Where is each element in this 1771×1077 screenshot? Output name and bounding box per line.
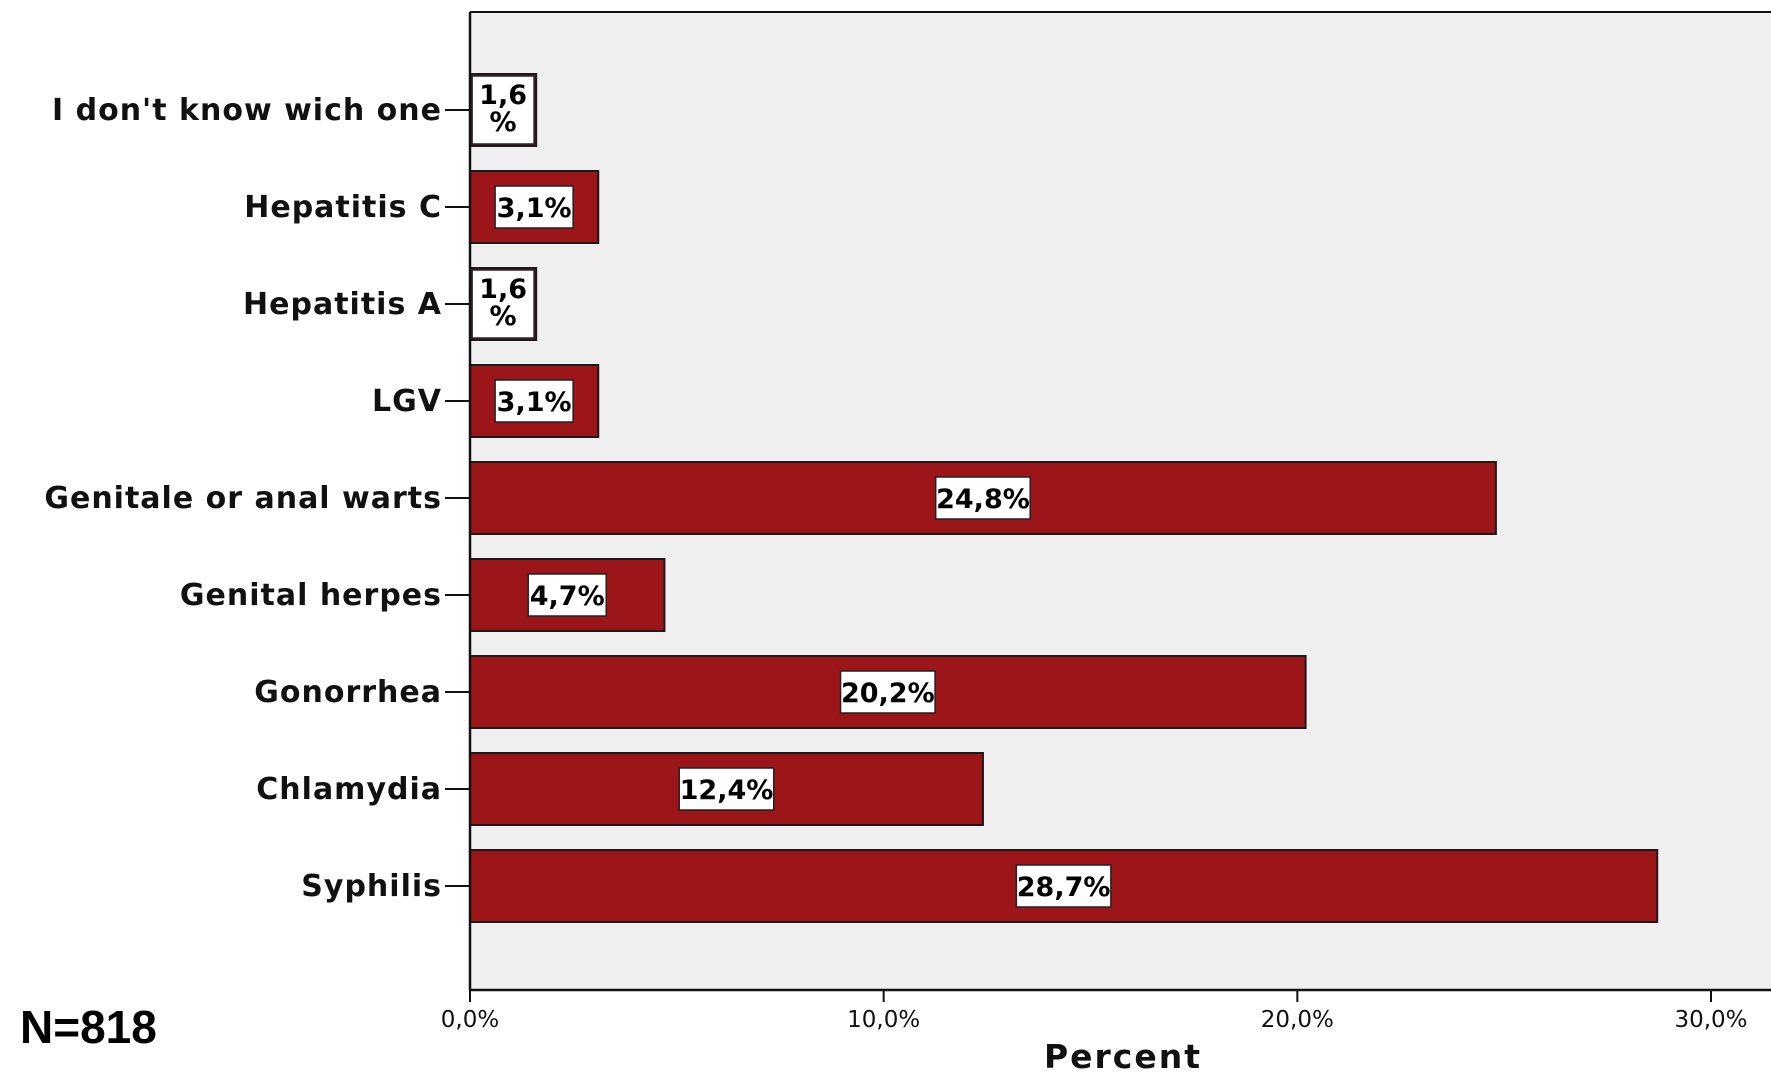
category-label: Genitale or anal warts: [44, 481, 442, 516]
data-label-box: [494, 379, 574, 423]
x-tick-label: 0,0%: [441, 1007, 499, 1033]
data-label: 1,6%: [479, 80, 527, 138]
data-label-box: [839, 670, 936, 714]
category-label: Genital herpes: [180, 578, 442, 613]
data-label-box: [527, 573, 607, 617]
data-label: 28,7%: [1017, 872, 1111, 903]
data-label-box: [471, 269, 535, 339]
bar: [469, 364, 600, 438]
data-label: 4,7%: [530, 581, 605, 612]
sample-size-note: N=818: [20, 1001, 157, 1053]
category-label: Chlamydia: [256, 772, 442, 807]
data-label-box: [1015, 864, 1112, 908]
data-label: 24,8%: [936, 484, 1030, 515]
x-axis-title: Percent: [1044, 1037, 1202, 1076]
bar: [469, 170, 600, 244]
category-label: I don't know wich one: [52, 93, 442, 128]
data-label: 1,6%: [479, 274, 527, 332]
data-label-box: [471, 75, 535, 145]
x-tick-label: 30,0%: [1674, 1007, 1747, 1033]
data-label: 3,1%: [497, 193, 572, 224]
x-tick-label: 10,0%: [847, 1007, 920, 1033]
category-label: Hepatitis C: [244, 190, 442, 225]
category-label: Hepatitis A: [243, 287, 442, 322]
data-label: 20,2%: [841, 678, 935, 709]
category-label: LGV: [372, 384, 442, 419]
data-label: 12,4%: [680, 775, 774, 806]
category-label: Gonorrhea: [254, 675, 442, 710]
category-label: Syphilis: [301, 869, 442, 904]
data-label: 3,1%: [497, 387, 572, 418]
x-tick-label: 20,0%: [1261, 1007, 1334, 1033]
data-label-box: [494, 185, 574, 229]
data-label-box: [934, 476, 1031, 520]
data-label-box: [678, 767, 775, 811]
